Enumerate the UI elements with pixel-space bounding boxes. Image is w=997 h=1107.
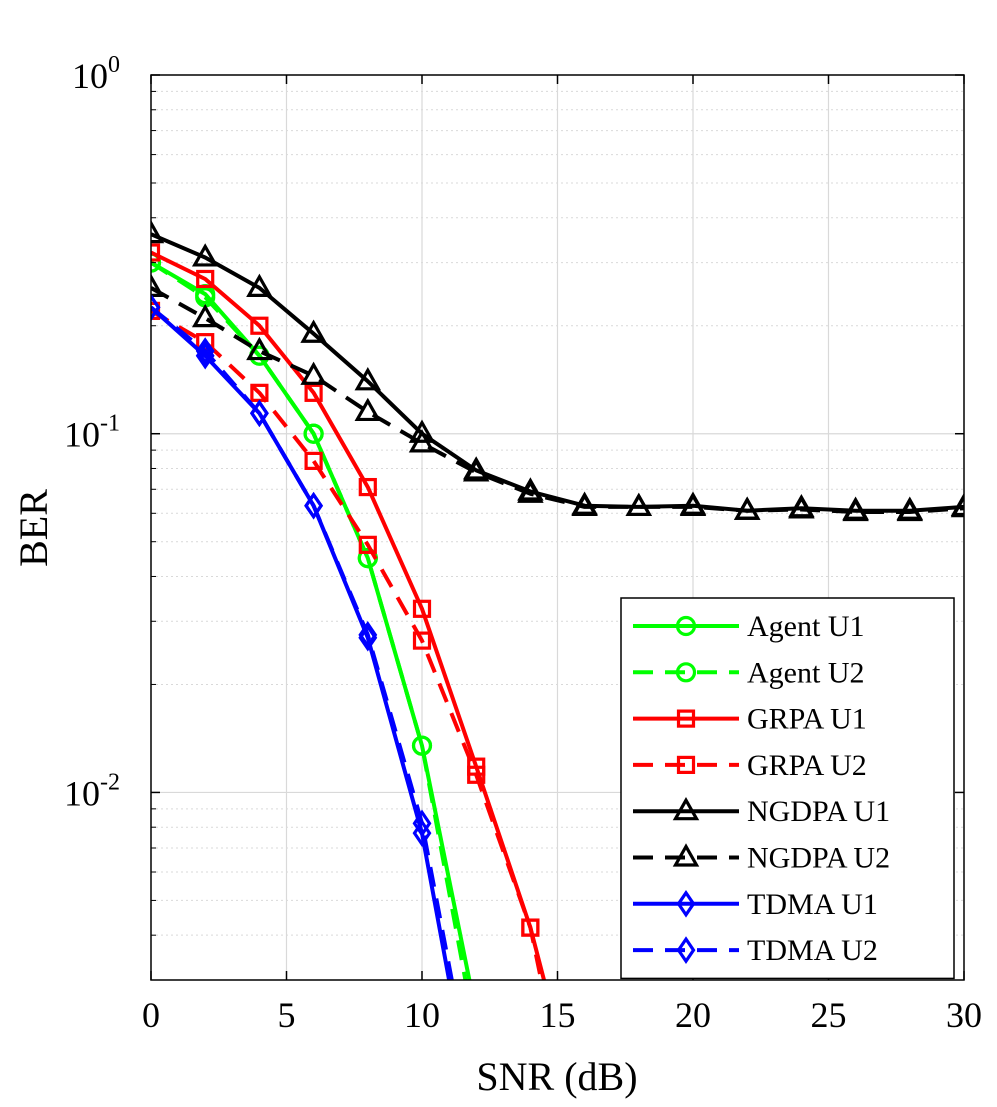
legend-label-grpa-u2: GRPA U2 <box>747 749 867 782</box>
x-tick-label: 15 <box>540 995 576 1035</box>
x-tick-label: 10 <box>404 995 440 1035</box>
x-tick-label: 0 <box>142 995 160 1035</box>
data-point-tdma-u1 <box>358 623 378 652</box>
data-point-ngdpa-u1 <box>151 219 165 244</box>
data-point-grpa-u1 <box>151 243 161 262</box>
legend-label-tdma-u2: TDMA U2 <box>747 934 878 967</box>
data-point-ngdpa-u2 <box>354 397 382 422</box>
legend-item-agent-u2: Agent U2 <box>633 656 864 689</box>
y-tick-label: 10-1 <box>64 411 120 455</box>
data-point-ngdpa-u2 <box>571 492 598 517</box>
data-point-grpa-u2 <box>304 451 323 470</box>
legend-item-grpa-u2: GRPA U2 <box>633 749 867 782</box>
data-point-grpa-u1 <box>304 383 323 402</box>
data-point-tdma-u2 <box>304 491 324 520</box>
legend-label-ngdpa-u2: NGDPA U2 <box>747 842 890 875</box>
data-point-agent-u2 <box>151 252 162 273</box>
legend-label-grpa-u1: GRPA U1 <box>747 703 867 736</box>
data-point-tdma-u2 <box>412 809 432 838</box>
legend-label-agent-u2: Agent U2 <box>747 656 864 689</box>
data-point-ngdpa-u2 <box>733 496 761 520</box>
data-point-ngdpa-u2 <box>408 429 436 453</box>
series-line-tdma-u2 <box>151 305 454 980</box>
data-point-ngdpa-u2 <box>300 361 327 385</box>
data-point-ngdpa-u1 <box>408 419 436 443</box>
data-point-grpa-u1 <box>412 599 432 618</box>
data-point-ngdpa-u2 <box>517 479 544 503</box>
y-tick-label: 100 <box>72 52 120 96</box>
legend-item-agent-u1: Agent U1 <box>633 610 864 643</box>
x-tick-label: 5 <box>278 995 296 1035</box>
data-point-ngdpa-u2 <box>462 458 490 482</box>
data-point-ngdpa-u1 <box>246 273 273 297</box>
data-point-grpa-u2 <box>521 918 540 937</box>
legend-marker-agent-u1 <box>675 615 697 637</box>
legend-marker-tdma-u2 <box>676 936 696 964</box>
legend-item-ngdpa-u1: NGDPA U1 <box>633 795 890 828</box>
legend-label-ngdpa-u1: NGDPA U1 <box>747 795 890 828</box>
axis-ticks: 0 5 10 15 20 25 30 100 10-1 10-2 <box>64 52 982 1035</box>
legend-label-agent-u1: Agent U1 <box>747 610 864 643</box>
y-tick-label: 10-2 <box>64 769 120 813</box>
data-point-grpa-u1 <box>358 477 377 497</box>
data-point-ngdpa-u2 <box>625 492 653 517</box>
data-point-ngdpa-u1 <box>191 243 219 267</box>
data-point-tdma-u2 <box>151 293 161 322</box>
x-tick-label: 30 <box>946 995 982 1035</box>
data-point-ngdpa-u2 <box>246 336 273 361</box>
legend-marker-agent-u2 <box>675 662 697 683</box>
data-point-tdma-u2 <box>195 337 215 365</box>
series-layer <box>151 219 964 980</box>
data-point-grpa-u2 <box>358 535 377 554</box>
data-point-ngdpa-u2 <box>151 273 165 297</box>
data-point-ngdpa-u2 <box>679 492 707 517</box>
x-tick-label: 25 <box>811 995 847 1035</box>
data-point-ngdpa-u1 <box>354 367 382 391</box>
data-point-tdma-u2 <box>358 620 378 649</box>
series-line-grpa-u2 <box>151 309 544 980</box>
series-tdma-u2 <box>151 293 454 980</box>
series-line-ngdpa-u2 <box>151 286 964 514</box>
grid <box>151 75 964 980</box>
data-point-ngdpa-u2 <box>950 493 964 518</box>
data-point-grpa-u1 <box>196 269 215 289</box>
legend-item-grpa-u1: GRPA U1 <box>633 703 867 736</box>
legend: Agent U1 Agent U2 GRPA U1 GRPA U2 NGDPA U1 NG… <box>620 597 955 980</box>
legend-marker-ngdpa-u1 <box>672 796 700 821</box>
series-ngdpa-u2 <box>151 273 964 522</box>
legend-item-tdma-u1: TDMA U1 <box>633 888 878 921</box>
x-axis-label: SNR (dB) <box>476 1054 637 1099</box>
legend-marker-ngdpa-u2 <box>672 843 700 867</box>
data-point-agent-u2 <box>411 735 433 756</box>
legend-marker-tdma-u1 <box>676 889 696 918</box>
y-axis-label: BER <box>11 489 56 567</box>
legend-label-tdma-u1: TDMA U1 <box>747 888 878 921</box>
data-point-ngdpa-u2 <box>788 495 815 519</box>
x-tick-label: 20 <box>675 995 711 1035</box>
legend-marker-grpa-u2 <box>676 755 696 775</box>
data-point-grpa-u1 <box>250 316 269 335</box>
legend-marker-grpa-u1 <box>676 709 696 728</box>
data-point-agent-u2 <box>303 423 324 444</box>
data-point-ngdpa-u1 <box>300 319 327 343</box>
data-point-tdma-u2 <box>249 399 269 428</box>
data-point-ngdpa-u2 <box>896 497 924 522</box>
data-point-ngdpa-u2 <box>842 497 869 522</box>
legend-item-ngdpa-u2: NGDPA U2 <box>633 842 890 875</box>
data-point-grpa-u2 <box>412 631 432 650</box>
data-point-grpa-u2 <box>467 765 486 784</box>
legend-item-tdma-u2: TDMA U2 <box>633 934 878 967</box>
legend-box <box>620 597 955 980</box>
series-line-agent-u2 <box>151 260 468 980</box>
data-point-ngdpa-u2 <box>191 303 219 328</box>
